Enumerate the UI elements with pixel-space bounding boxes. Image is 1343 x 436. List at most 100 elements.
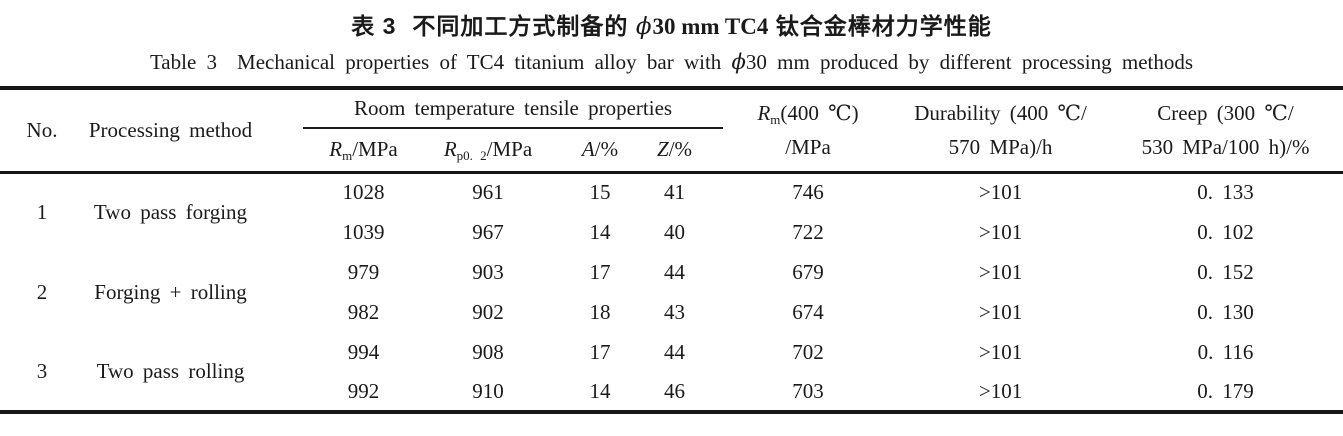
column-header-elongation: A/% <box>552 128 648 172</box>
column-header-durability: Durability (400 ℃/ 570 MPa)/h <box>893 88 1108 172</box>
cell-creep: 0. 130 <box>1197 299 1254 324</box>
cell-no: 2 <box>36 279 48 304</box>
table-row: 992 910 14 46 703 >101 0. 179 <box>0 372 1343 412</box>
symbol-Z: Z <box>657 137 669 162</box>
cell-rm-400: 703 <box>792 378 824 403</box>
cell-processing-method: Two pass rolling <box>96 358 245 383</box>
cell-rp02: 967 <box>472 219 504 244</box>
header-text: /% <box>668 137 693 162</box>
cell-reduction: 46 <box>664 378 686 403</box>
table-row: 982 902 18 43 674 >101 0. 130 <box>0 292 1343 332</box>
column-header-rm-400: Rm(400 ℃) /MPa <box>723 88 893 172</box>
cell-rm-400: 722 <box>792 219 824 244</box>
cell-rm: 982 <box>347 299 380 324</box>
table-header: No. Processing method Room temperature t… <box>0 88 1343 172</box>
table-row: 1039 967 14 40 722 >101 0. 102 <box>0 212 1343 252</box>
header-text: (400 ℃) <box>780 101 859 126</box>
header-line: 530 MPa/100 h)/% <box>1141 135 1310 160</box>
cell-rm: 994 <box>347 339 380 364</box>
header-row-2: Rm/MPa Rp0. 2/MPa A/% Z/% <box>0 128 1343 172</box>
symbol-R: R <box>757 101 771 126</box>
cell-rm-400: 702 <box>792 339 824 364</box>
cell-reduction: 43 <box>664 299 686 324</box>
cell-elongation: 14 <box>589 378 611 403</box>
cell-rp02: 908 <box>472 339 504 364</box>
cell-durability: >101 <box>978 378 1023 403</box>
table-caption-text-2: 30 mm produced by different processing m… <box>745 50 1194 74</box>
cell-rp02: 961 <box>472 180 504 205</box>
symbol-A: A <box>581 137 595 162</box>
cell-rp02: 902 <box>472 299 504 324</box>
header-text: /% <box>594 137 619 162</box>
table-title-zh: 表 3 不同加工方式制备的 ϕ30 mm TC4 钛合金棒材力学性能 <box>0 0 1343 41</box>
mechanical-properties-table: No. Processing method Room temperature t… <box>0 86 1343 414</box>
cell-reduction: 41 <box>664 180 686 205</box>
table-body: 1 Two pass forging 1028 961 15 41 746 >1… <box>0 172 1343 412</box>
cell-rm: 992 <box>347 378 380 403</box>
cell-rm: 1039 <box>342 219 385 244</box>
phi-symbol: ϕ <box>731 50 746 74</box>
subscript-m: m <box>342 147 353 163</box>
cell-elongation: 17 <box>589 259 611 284</box>
cell-reduction: 44 <box>664 259 686 284</box>
column-header-no: No. <box>26 117 58 142</box>
subscript-p02: p0. 2 <box>456 147 487 163</box>
cell-processing-method: Forging + rolling <box>94 279 247 304</box>
cell-rm: 1028 <box>342 180 385 205</box>
cell-durability: >101 <box>978 259 1023 284</box>
cell-processing-method: Two pass forging <box>93 200 248 225</box>
cell-elongation: 15 <box>589 180 611 205</box>
header-line: /MPa <box>785 135 831 160</box>
column-header-creep: Creep (300 ℃/ 530 MPa/100 h)/% <box>1108 88 1343 172</box>
cell-no: 1 <box>36 200 48 225</box>
header-row-1: No. Processing method Room temperature t… <box>0 88 1343 159</box>
cell-rm-400: 679 <box>792 259 824 284</box>
cell-durability: >101 <box>978 299 1023 324</box>
table-row: 3 Two pass rolling 994 908 17 44 702 >10… <box>0 332 1343 383</box>
cell-creep: 0. 133 <box>1197 180 1254 205</box>
cell-creep: 0. 102 <box>1197 219 1254 244</box>
table-title-latin: 30 mm TC4 <box>652 14 769 39</box>
cell-reduction: 40 <box>664 219 686 244</box>
symbol-R: R <box>329 137 343 162</box>
header-line: Rm(400 ℃) <box>723 96 893 130</box>
cell-durability: >101 <box>978 180 1023 205</box>
cell-rm: 979 <box>347 259 380 284</box>
table-caption-en: Table 3 Mechanical properties of TC4 tita… <box>0 50 1343 75</box>
cell-rp02: 903 <box>472 259 504 284</box>
cell-creep: 0. 116 <box>1197 339 1254 364</box>
cell-rm-400: 674 <box>792 299 824 324</box>
column-header-processing-method: Processing method <box>88 117 253 142</box>
subscript-m: m <box>770 111 781 127</box>
header-line: 570 MPa)/h <box>948 135 1053 160</box>
table-title-zh-text: 不同加工方式制备的 <box>412 13 629 39</box>
table-row: 2 Forging + rolling 979 903 17 44 679 >1… <box>0 252 1343 304</box>
phi-symbol: ϕ <box>635 14 653 40</box>
header-text: /MPa <box>352 137 398 162</box>
cell-no: 3 <box>36 358 48 383</box>
header-line: Durability (400 ℃/ <box>914 101 1087 126</box>
column-header-rm: Rm/MPa <box>303 128 424 172</box>
table-row: 1 Two pass forging 1028 961 15 41 746 >1… <box>0 172 1343 224</box>
cell-creep: 0. 179 <box>1197 378 1254 403</box>
column-group-header-tensile: Room temperature tensile properties <box>303 88 724 129</box>
table-caption-text: Mechanical properties of TC4 titanium al… <box>237 50 722 74</box>
cell-durability: >101 <box>978 219 1023 244</box>
column-header-rp02: Rp0. 2/MPa <box>424 128 552 172</box>
table-caption-label: Table 3 <box>149 50 218 74</box>
cell-creep: 0. 152 <box>1197 259 1254 284</box>
cell-rm-400: 746 <box>792 180 824 205</box>
header-line: Creep (300 ℃/ <box>1157 101 1294 126</box>
cell-elongation: 18 <box>589 299 611 324</box>
column-header-reduction: Z/% <box>648 128 723 172</box>
table-title-zh-text-2: 钛合金棒材力学性能 <box>775 13 992 39</box>
table-title-zh-label: 表 3 <box>351 13 397 39</box>
cell-elongation: 17 <box>589 339 611 364</box>
cell-rp02: 910 <box>472 378 504 403</box>
cell-reduction: 44 <box>664 339 686 364</box>
symbol-R: R <box>443 137 457 162</box>
cell-durability: >101 <box>978 339 1023 364</box>
cell-elongation: 14 <box>589 219 611 244</box>
header-text: /MPa <box>486 137 533 162</box>
